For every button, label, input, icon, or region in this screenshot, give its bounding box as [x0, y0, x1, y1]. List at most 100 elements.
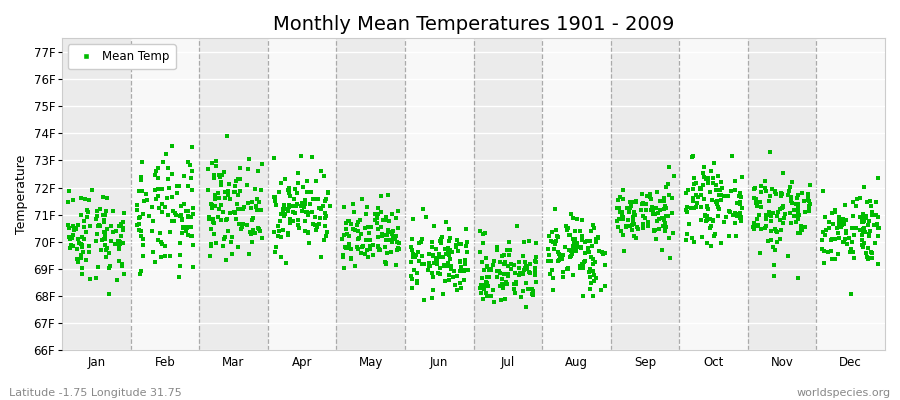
Point	[457, 277, 472, 283]
Point	[862, 228, 877, 234]
Point	[79, 257, 94, 264]
Point	[628, 198, 643, 204]
Point	[728, 209, 742, 216]
Point	[149, 168, 164, 174]
Point	[297, 201, 311, 207]
Point	[666, 173, 680, 179]
Point	[828, 236, 842, 242]
Point	[278, 260, 293, 267]
Point	[860, 199, 874, 205]
Point	[504, 265, 518, 272]
Point	[202, 252, 217, 259]
Point	[112, 258, 127, 264]
Point	[680, 190, 694, 196]
Point	[351, 236, 365, 242]
Point	[862, 233, 877, 240]
Point	[135, 159, 149, 166]
Point	[218, 234, 232, 240]
Point	[383, 249, 398, 255]
Point	[586, 261, 600, 267]
Point	[823, 225, 837, 231]
Point	[833, 224, 848, 231]
Point	[705, 197, 719, 204]
Point	[77, 196, 92, 202]
Point	[761, 209, 776, 215]
Point	[313, 215, 328, 221]
Point	[378, 243, 392, 250]
Point	[105, 208, 120, 214]
Point	[155, 201, 169, 208]
Point	[565, 215, 580, 222]
Point	[312, 220, 327, 227]
Point	[870, 175, 885, 182]
Point	[861, 222, 876, 228]
Point	[360, 247, 374, 254]
Point	[476, 266, 491, 273]
Point	[428, 254, 443, 261]
Point	[474, 282, 489, 288]
Point	[442, 251, 456, 257]
Point	[389, 262, 403, 268]
Point	[158, 243, 173, 249]
Point	[229, 178, 243, 184]
Point	[831, 230, 845, 236]
Point	[763, 218, 778, 224]
Point	[518, 304, 533, 310]
Point	[795, 227, 809, 233]
Point	[116, 225, 130, 231]
Point	[282, 190, 296, 197]
Point	[112, 238, 127, 244]
Point	[447, 282, 462, 289]
Bar	[816, 38, 885, 350]
Point	[412, 258, 427, 264]
Point	[796, 198, 811, 204]
Point	[459, 226, 473, 232]
Point	[66, 196, 80, 203]
Point	[639, 207, 653, 213]
Point	[857, 240, 871, 246]
Point	[828, 207, 842, 213]
Point	[286, 203, 301, 210]
Point	[440, 262, 454, 269]
Point	[819, 227, 833, 233]
Point	[283, 220, 297, 226]
Point	[650, 189, 664, 196]
Bar	[680, 38, 748, 350]
Point	[146, 249, 160, 255]
Point	[772, 217, 787, 224]
Point	[845, 224, 859, 231]
Point	[732, 192, 746, 199]
Point	[802, 198, 816, 204]
Point	[287, 196, 302, 202]
Point	[161, 165, 176, 171]
Point	[519, 266, 534, 272]
Point	[758, 184, 772, 191]
Point	[308, 214, 322, 220]
Point	[350, 245, 365, 252]
Point	[788, 212, 802, 219]
Point	[664, 194, 679, 201]
Point	[498, 259, 512, 265]
Point	[490, 244, 504, 251]
Point	[544, 258, 559, 264]
Point	[319, 233, 333, 239]
Point	[728, 178, 742, 184]
Point	[541, 258, 555, 264]
Point	[61, 199, 76, 206]
Bar	[405, 38, 473, 350]
Point	[337, 265, 351, 272]
Point	[319, 196, 333, 202]
Point	[781, 192, 796, 198]
Point	[92, 222, 106, 229]
Point	[527, 257, 542, 264]
Point	[134, 228, 148, 234]
Point	[292, 216, 306, 223]
Point	[500, 246, 515, 253]
Point	[136, 242, 150, 248]
Point	[266, 193, 281, 200]
Point	[140, 197, 154, 203]
Point	[857, 224, 871, 231]
Point	[284, 192, 298, 199]
Point	[863, 198, 878, 205]
Point	[75, 271, 89, 278]
